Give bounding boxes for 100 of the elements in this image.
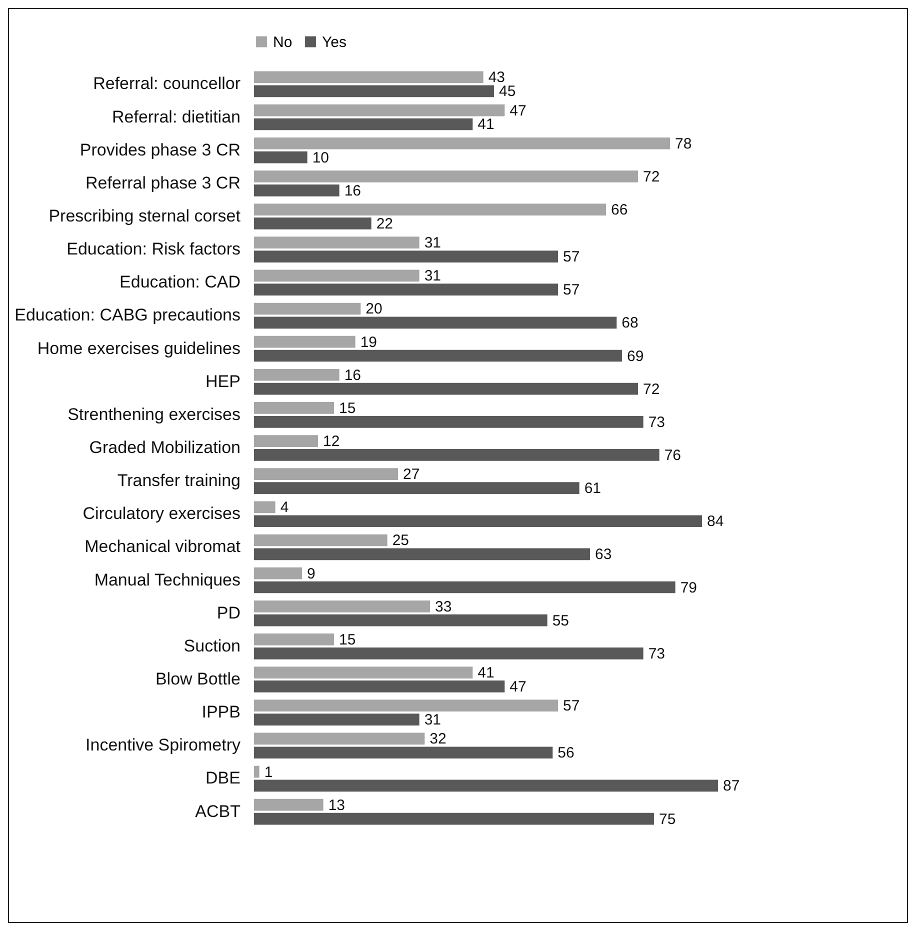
y-tick-label: Manual Techniques — [94, 570, 240, 590]
data-label: 87 — [723, 778, 740, 795]
data-label: 13 — [328, 796, 346, 814]
bar — [254, 170, 638, 182]
data-label: 66 — [611, 202, 628, 219]
data-label: 19 — [360, 334, 378, 351]
data-label: 72 — [643, 168, 660, 186]
data-label: 4 — [280, 499, 289, 516]
bar — [254, 236, 420, 249]
y-tick-label: Referral: dietitian — [112, 107, 240, 126]
data-label: 20 — [366, 300, 382, 318]
data-label: 47 — [510, 102, 526, 120]
bar — [254, 798, 324, 811]
bar — [254, 71, 484, 84]
data-label: 57 — [563, 248, 580, 266]
y-tick-label: HEP — [206, 372, 240, 391]
bar — [254, 634, 334, 646]
data-label: 69 — [627, 348, 644, 365]
bar — [254, 137, 670, 150]
data-label: 22 — [376, 215, 394, 232]
bar — [254, 600, 430, 612]
data-label: 56 — [558, 744, 574, 762]
y-tick-label: PD — [216, 603, 240, 622]
bar — [254, 449, 660, 461]
bar — [254, 766, 260, 778]
bar — [254, 368, 340, 381]
y-tick-label: Home exercises guidelines — [37, 338, 240, 358]
y-tick-label: DBE — [206, 768, 240, 788]
bar — [254, 435, 318, 447]
data-label: 1 — [264, 764, 273, 781]
bar — [254, 350, 622, 362]
data-label: 55 — [552, 612, 570, 630]
bar — [254, 336, 356, 348]
data-label: 41 — [478, 664, 494, 682]
bar — [254, 614, 548, 626]
bar — [254, 501, 276, 514]
y-tick-label: Education: Risk factors — [66, 240, 240, 259]
bar — [254, 680, 505, 692]
bar — [254, 482, 580, 494]
bar — [254, 780, 718, 792]
data-label: 78 — [675, 135, 692, 152]
bar — [254, 218, 372, 230]
data-label: 31 — [424, 268, 442, 285]
data-label: 72 — [643, 380, 660, 398]
data-label: 68 — [622, 314, 638, 332]
y-tick-label: Education: CABG precautions — [14, 306, 240, 325]
data-label: 41 — [478, 116, 494, 134]
bar — [254, 270, 420, 282]
bar — [254, 118, 473, 130]
bar — [254, 468, 398, 480]
y-tick-label: IPPB — [202, 702, 240, 722]
bar — [254, 85, 494, 98]
bar — [254, 548, 590, 560]
bar — [254, 316, 617, 329]
data-label: 32 — [430, 730, 446, 748]
y-tick-label: Incentive Spirometry — [86, 736, 241, 755]
bar — [254, 104, 505, 116]
y-tick-label: Suction — [184, 636, 240, 656]
bar — [254, 151, 308, 164]
legend-label: No — [273, 34, 292, 51]
data-label: 27 — [403, 466, 420, 484]
y-tick-label: Graded Mobilization — [89, 438, 240, 457]
bar — [254, 666, 473, 678]
bar — [254, 746, 553, 759]
bar — [254, 302, 361, 315]
data-label: 47 — [510, 678, 526, 696]
bar — [254, 732, 425, 745]
data-label: 12 — [323, 433, 340, 450]
data-label: 57 — [563, 698, 580, 715]
legend-label: Yes — [322, 34, 346, 51]
data-label: 16 — [344, 366, 362, 384]
data-label: 84 — [707, 513, 724, 530]
y-tick-label: Transfer training — [117, 471, 240, 490]
data-label: 15 — [339, 631, 356, 648]
bar — [254, 700, 558, 712]
bar — [254, 567, 302, 580]
y-tick-label: Education: CAD — [120, 272, 240, 292]
y-tick-label: Mechanical vibromat — [84, 537, 241, 556]
data-label: 25 — [392, 532, 410, 550]
bar — [254, 250, 558, 262]
data-label: 63 — [595, 546, 612, 564]
bar — [254, 812, 654, 825]
bar — [254, 416, 644, 428]
data-label: 61 — [584, 480, 602, 498]
y-tick-label: Provides phase 3 CR — [80, 140, 240, 160]
data-label: 16 — [344, 182, 362, 200]
data-label: 76 — [664, 446, 682, 464]
bar — [254, 284, 558, 296]
bar — [254, 402, 334, 414]
bar — [254, 714, 420, 726]
data-label: 73 — [648, 645, 666, 662]
y-tick-label: Referral phase 3 CR — [86, 173, 240, 192]
data-label: 79 — [680, 579, 698, 596]
data-label: 10 — [312, 149, 330, 166]
y-tick-label: Blow Bottle — [155, 670, 240, 689]
bar — [254, 581, 676, 594]
bar — [254, 647, 644, 660]
data-label: 9 — [307, 565, 316, 582]
y-tick-label: Circulatory exercises — [82, 504, 240, 524]
y-tick-label: Referral: councellor — [93, 74, 241, 94]
